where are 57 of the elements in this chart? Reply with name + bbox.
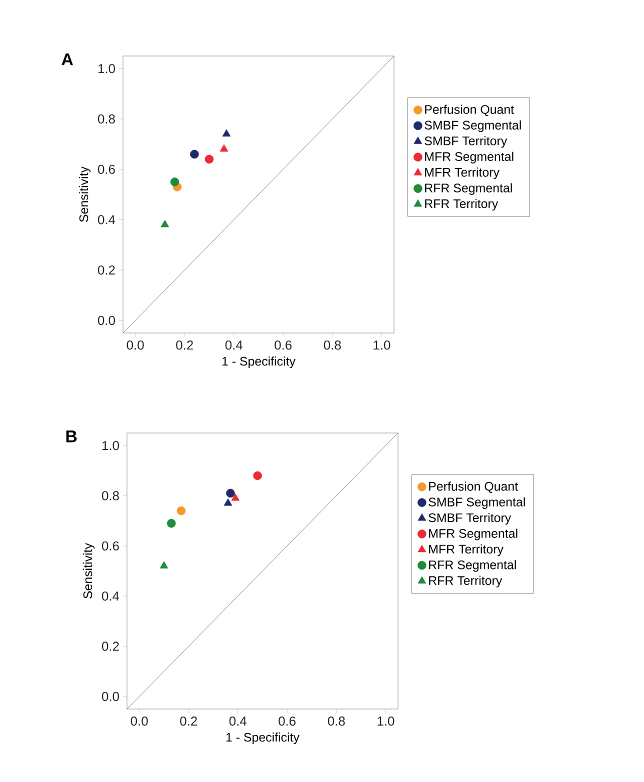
point xyxy=(224,498,232,506)
legend-label: MFR Segmental xyxy=(425,152,514,164)
y-axis-title: Sensitivity xyxy=(83,542,95,598)
y-axis-title: Sensitivity xyxy=(79,166,91,222)
legend-label: SMBF Segmental xyxy=(424,120,521,132)
point xyxy=(220,144,228,152)
y-tick-label: 0.2 xyxy=(98,265,115,275)
y-tick-label: 0.0 xyxy=(102,692,119,702)
legend-label: SMBF Territory xyxy=(424,136,508,148)
y-tick-label: 0.8 xyxy=(98,114,115,124)
x-tick-label: 1.0 xyxy=(374,340,390,350)
y-tick-label: 0.6 xyxy=(98,164,115,174)
legend-label: MFR Territory xyxy=(429,544,504,556)
chart-title: B xyxy=(66,430,77,442)
y-tick-label: 0.8 xyxy=(102,491,119,500)
y-tick-label: 0.4 xyxy=(98,215,116,224)
legend-label: RFR Territory xyxy=(429,576,502,588)
x-tick-label: 0.4 xyxy=(229,716,246,726)
legend-label: RFR Segmental xyxy=(425,183,512,195)
x-tick-label: 0.6 xyxy=(278,716,296,726)
point xyxy=(170,178,180,186)
legend-label: Perfusion Quant xyxy=(425,104,514,116)
x-tick-label: 0.0 xyxy=(126,340,144,350)
point xyxy=(166,518,176,528)
x-axis-title: 1 - Specificity xyxy=(222,356,296,368)
legend-label: MFR Territory xyxy=(425,168,500,180)
y-tick-label: 1.0 xyxy=(102,440,119,450)
legend-label: Perfusion Quant xyxy=(429,482,518,493)
point xyxy=(231,493,240,501)
x-tick-label: 0.6 xyxy=(274,340,292,350)
point xyxy=(190,150,199,159)
point xyxy=(222,129,231,137)
x-tick-label: 0.8 xyxy=(324,340,341,350)
point xyxy=(160,220,170,228)
x-tick-label: 0.2 xyxy=(176,340,193,350)
legend-label: MFR Segmental xyxy=(429,528,518,540)
legend-label: RFR Segmental xyxy=(429,560,516,572)
x-axis-title: 1 - Specificity xyxy=(226,732,300,744)
y-tick-label: 1.0 xyxy=(98,64,115,74)
y-tick-label: 0.2 xyxy=(102,642,119,651)
y-tick-label: 0.4 xyxy=(102,592,120,601)
legend-label: SMBF Segmental xyxy=(428,497,525,509)
chart-title: A xyxy=(62,54,73,66)
x-tick-label: 0.8 xyxy=(328,716,345,726)
legend-label: RFR Territory xyxy=(425,198,498,211)
point xyxy=(253,471,262,480)
point xyxy=(176,506,186,516)
y-tick-label: 0.6 xyxy=(102,541,119,550)
x-tick-label: 0.2 xyxy=(180,716,197,726)
x-tick-label: 1.0 xyxy=(378,716,394,726)
point xyxy=(226,488,235,498)
legend-label: SMBF Territory xyxy=(428,512,512,525)
x-tick-label: 0.0 xyxy=(130,716,148,726)
x-tick-label: 0.4 xyxy=(225,340,242,350)
point xyxy=(204,154,214,164)
point xyxy=(160,561,168,568)
y-tick-label: 0.0 xyxy=(98,316,115,325)
